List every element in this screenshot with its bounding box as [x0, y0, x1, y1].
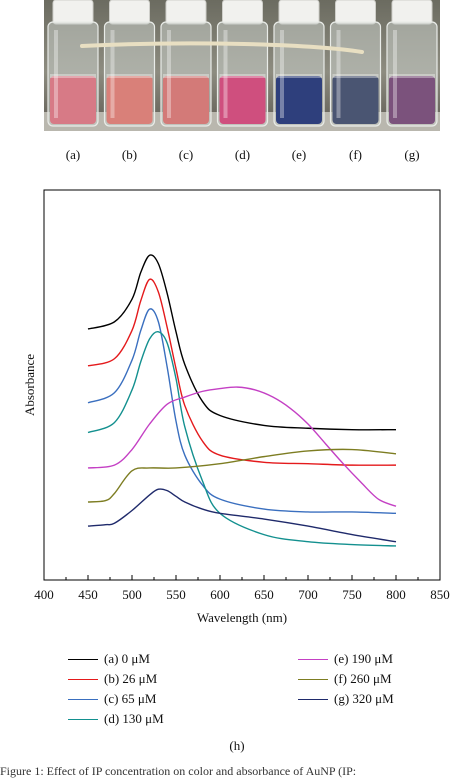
series-line [87, 254, 397, 431]
series-line [87, 308, 397, 515]
x-tick-label: 500 [122, 587, 142, 602]
legend-item: (f) 260 μM [298, 671, 392, 687]
legend-swatch [298, 698, 328, 700]
paper-strip [80, 41, 364, 54]
vial-cap [278, 0, 320, 25]
vial-reflection [167, 30, 171, 118]
vial-cap [165, 0, 207, 25]
series-line [87, 331, 397, 547]
vial [216, 0, 269, 127]
legend-label: (a) 0 μM [104, 651, 150, 666]
legend-label: (b) 26 μM [104, 671, 158, 686]
vial-cap [222, 0, 263, 25]
chart-legend: (a) 0 μM (b) 26 μM (c) 65 μM (d) 130 μM (e) … [0, 645, 474, 735]
vial-label: (a) [65, 147, 81, 162]
x-tick-label: 450 [78, 587, 98, 602]
vial-solution [219, 76, 266, 124]
vial-solution [389, 76, 435, 124]
legend-swatch [298, 678, 328, 680]
vial-label: (g) [404, 147, 420, 162]
vial-solution [276, 76, 322, 124]
vial-meniscus [332, 74, 379, 78]
vial-label: (e) [291, 147, 307, 162]
x-tick-label: 800 [386, 587, 406, 602]
legend-swatch [68, 698, 98, 700]
x-axis-label: Wavelength (nm) [197, 610, 287, 625]
legend-swatch [298, 658, 328, 660]
vial [47, 0, 99, 127]
vial-solution [332, 76, 379, 124]
vial-solution [106, 76, 153, 124]
legend-item: (b) 26 μM [68, 671, 157, 687]
vial-reflection [54, 30, 58, 118]
vial-cap [52, 0, 94, 25]
legend-item: (a) 0 μM [68, 651, 150, 667]
vial-label: (d) [234, 147, 251, 162]
legend-item: (g) 320 μM [298, 691, 394, 707]
vial-label: (c) [178, 147, 194, 162]
vial-meniscus [106, 74, 153, 78]
legend-label: (d) 130 μM [104, 711, 164, 726]
x-tick-label: 750 [342, 587, 362, 602]
vial-reflection [110, 30, 115, 118]
vial-cap [335, 0, 376, 25]
vial-reflection [280, 30, 284, 118]
vial-meniscus [389, 74, 435, 78]
legend-label: (c) 65 μM [104, 691, 157, 706]
series-line [87, 448, 397, 503]
figure-caption: Figure 1: Effect of IP concentration on … [0, 764, 357, 778]
x-tick-label: 650 [254, 587, 274, 602]
legend-label: (g) 320 μM [334, 691, 394, 706]
vial [386, 0, 438, 127]
panel-label: (h) [229, 738, 245, 753]
vial-cap [391, 0, 433, 25]
x-tick-label: 850 [430, 587, 450, 602]
legend-label: (f) 260 μM [334, 671, 392, 686]
x-tick-label: 600 [210, 587, 230, 602]
legend-item: (c) 65 μM [68, 691, 156, 707]
x-tick-label: 700 [298, 587, 318, 602]
x-tick-label: 550 [166, 587, 186, 602]
legend-swatch [68, 658, 98, 660]
vial [329, 0, 382, 127]
vial-solution [50, 76, 96, 124]
vial-meniscus [276, 74, 322, 78]
legend-item: (d) 130 μM [68, 711, 164, 727]
vial [273, 0, 325, 127]
y-axis-label: Absorbance [22, 354, 37, 416]
plot-frame [43, 189, 441, 581]
vial [160, 0, 212, 127]
series-line [87, 386, 397, 507]
vial-meniscus [163, 74, 209, 78]
vial-cap [109, 0, 150, 25]
legend-item: (e) 190 μM [298, 651, 393, 667]
vial-label: (b) [121, 147, 138, 162]
vial-label: (f) [349, 147, 362, 162]
vial-solution [163, 76, 209, 124]
legend-swatch [68, 678, 98, 680]
absorbance-chart: 400 450 500 550 600 650 700 750 800 850 Wavelength… [22, 189, 450, 625]
series-line [87, 278, 397, 466]
vial-meniscus [50, 74, 96, 78]
x-tick-label: 400 [34, 587, 54, 602]
vial-reflection [393, 30, 397, 118]
legend-label: (e) 190 μM [334, 651, 393, 666]
vial [103, 0, 156, 127]
vial-meniscus [219, 74, 266, 78]
series-line [87, 488, 397, 543]
vial-reflection [223, 30, 228, 118]
legend-swatch [68, 718, 98, 720]
vial-reflection [336, 30, 341, 118]
vials-photograph [44, 0, 440, 131]
